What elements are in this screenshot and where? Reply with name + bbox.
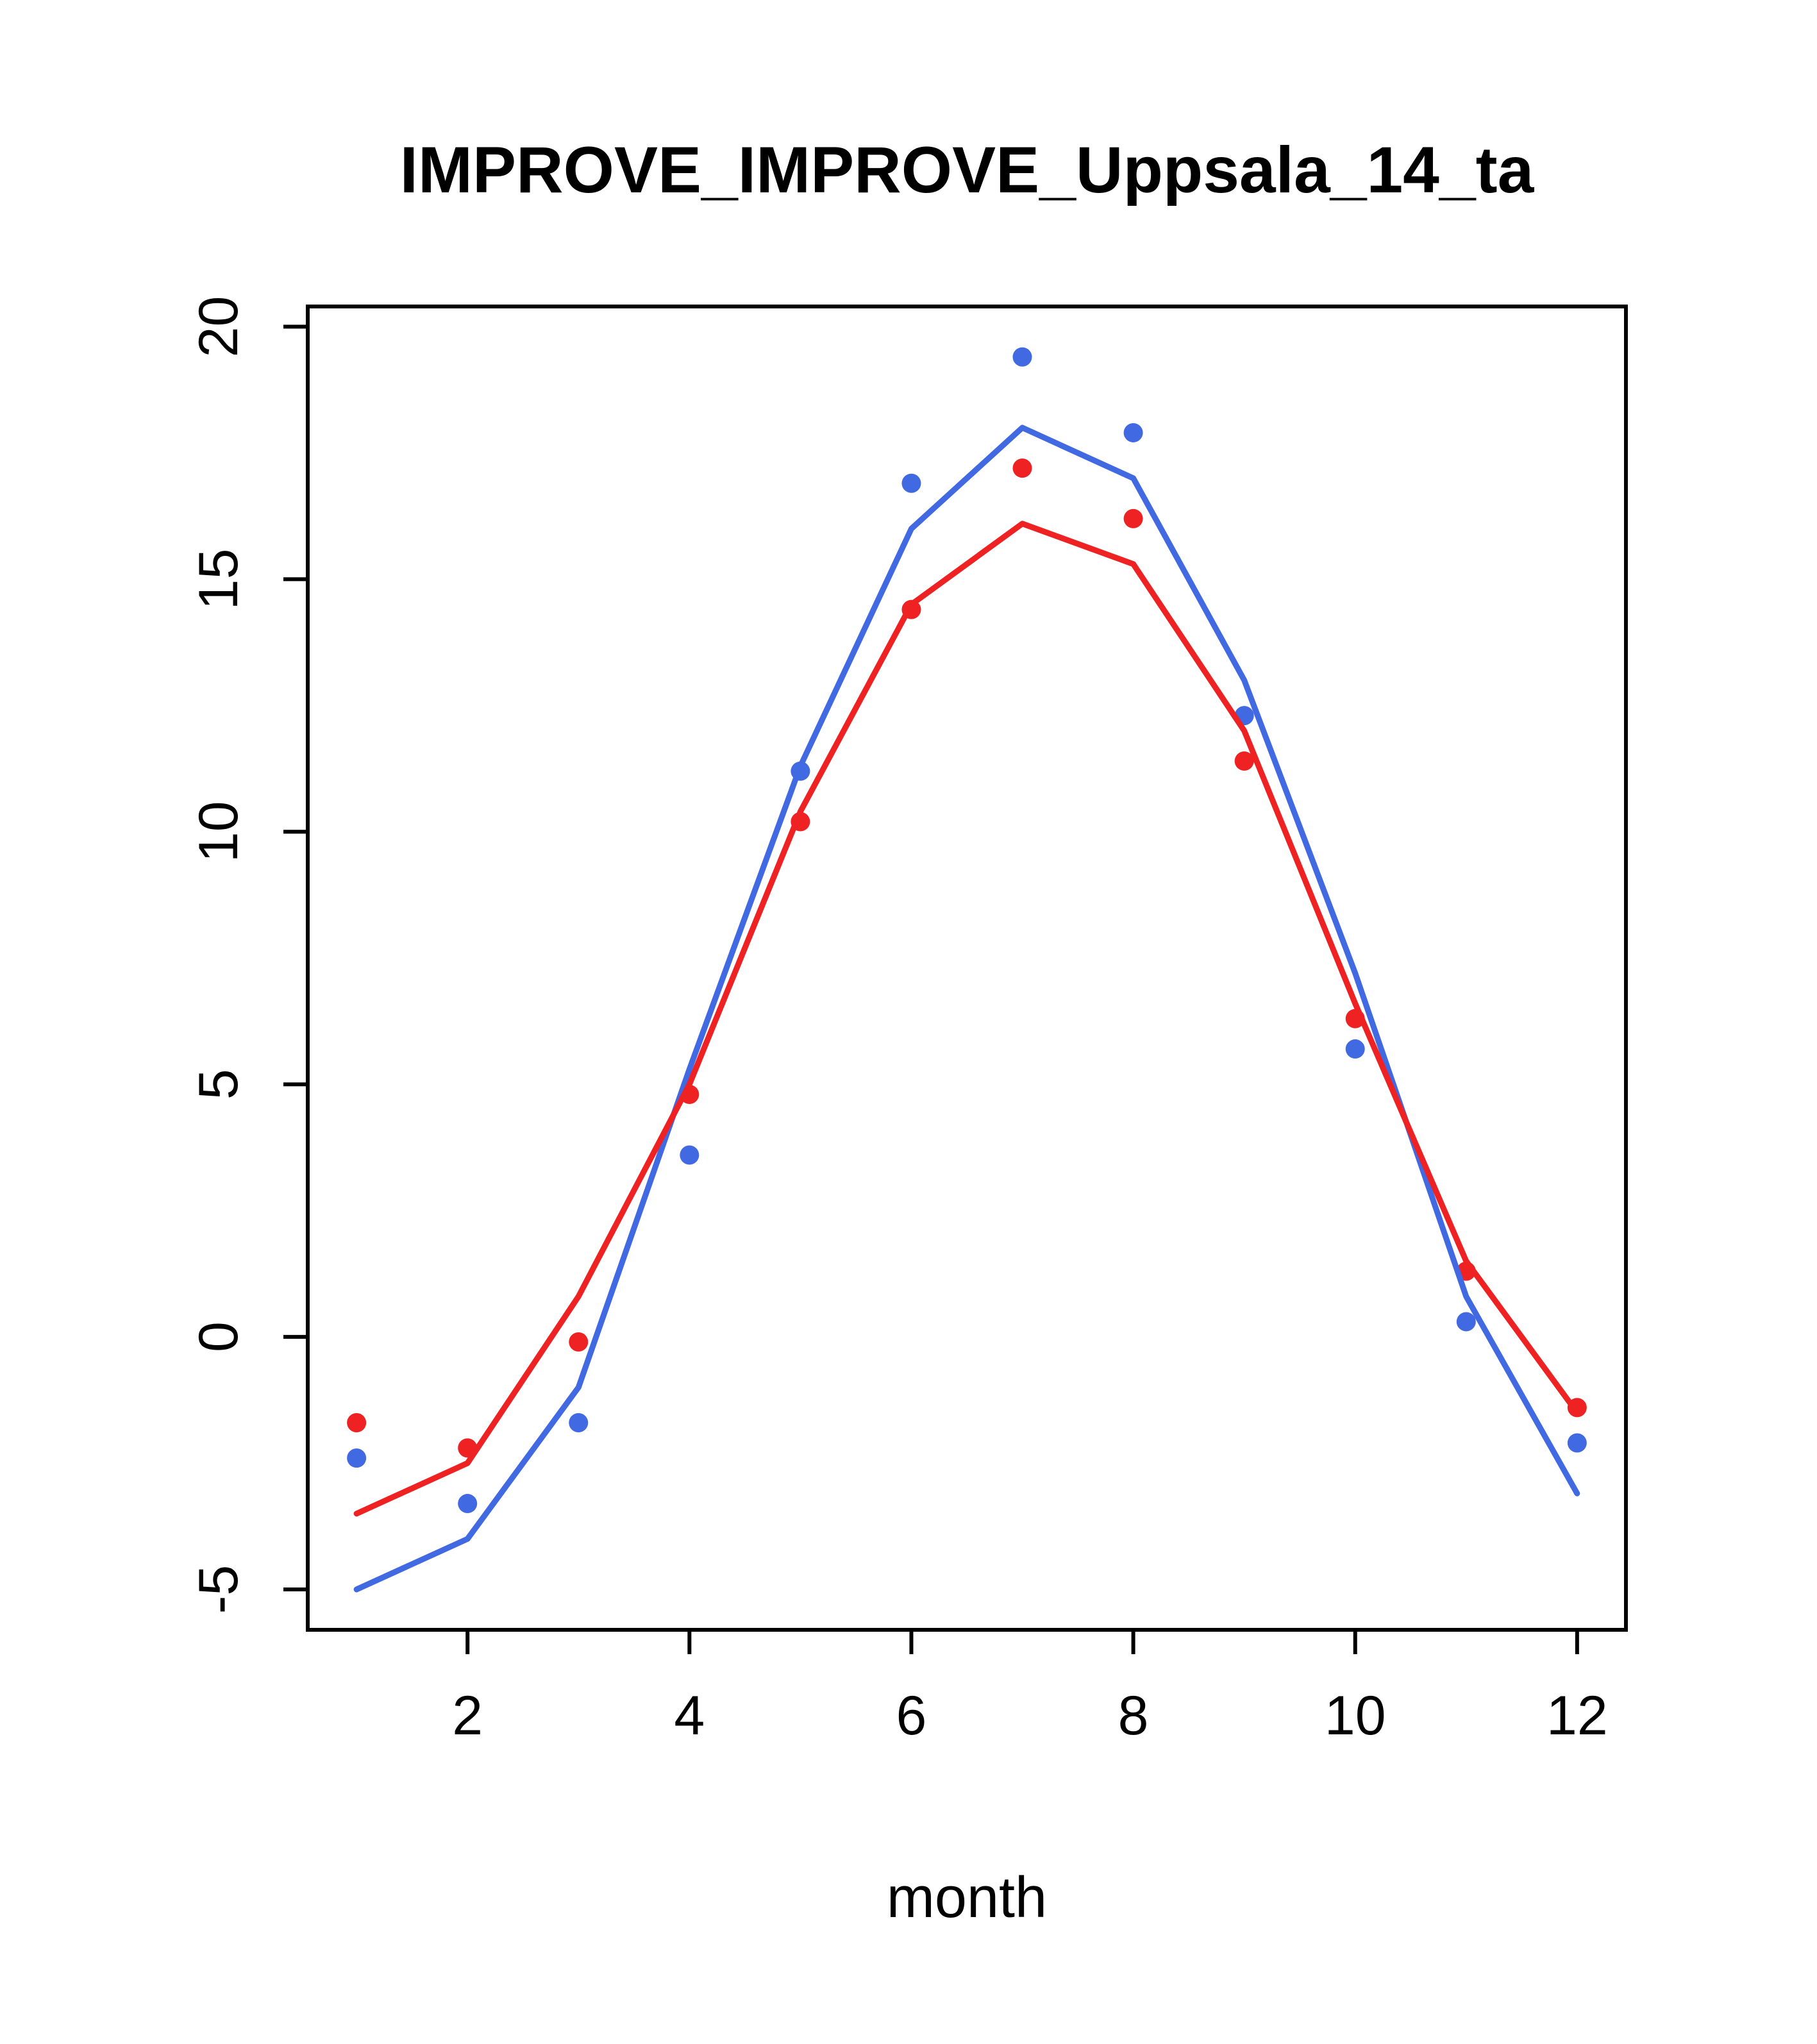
y-tick-label-15: 15 [188, 549, 249, 610]
y-tick-label--5: -5 [188, 1565, 249, 1614]
axes: 2 4 6 8 10 12 -5 0 5 10 15 20 [188, 296, 1628, 1747]
observed-blue-points-point-8 [1123, 423, 1143, 442]
plot-series [347, 347, 1587, 1593]
fitted-blue-line [353, 424, 1580, 1593]
y-tick-label-0: 0 [188, 1321, 249, 1352]
observed-red-points-point-7 [1012, 458, 1032, 478]
y-tick-label-5: 5 [188, 1069, 249, 1100]
observed-blue-points-point-6 [901, 473, 921, 493]
x-tick-label-8: 8 [1118, 1685, 1149, 1747]
observed-blue-points-point-12 [1567, 1433, 1587, 1453]
observed-red-points-point-1 [347, 1413, 367, 1433]
observed-red-points [347, 458, 1587, 1458]
observed-blue-points-point-4 [680, 1145, 699, 1165]
observed-blue-points-point-3 [569, 1413, 589, 1433]
fitted-red-line [353, 521, 1580, 1517]
y-tick-label-20: 20 [188, 296, 249, 358]
observed-red-points-point-8 [1123, 508, 1143, 528]
x-tick-label-4: 4 [674, 1685, 705, 1747]
x-tick-label-12: 12 [1546, 1685, 1608, 1747]
observed-blue-points-point-1 [347, 1448, 367, 1468]
plot-box [306, 305, 1628, 1632]
observed-blue-points-point-7 [1012, 347, 1032, 367]
x-axis-label: month [887, 1866, 1047, 1930]
y-tick-label-10: 10 [188, 801, 249, 862]
x-tick-label-10: 10 [1325, 1685, 1386, 1747]
observed-blue-points-point-10 [1345, 1039, 1365, 1059]
x-tick-label-6: 6 [896, 1685, 927, 1747]
x-tick-label-2: 2 [452, 1685, 483, 1747]
observed-blue-points-point-11 [1456, 1312, 1476, 1332]
chart-title: IMPROVE_IMPROVE_Uppsala_14_ta [400, 133, 1535, 206]
observed-blue-points [347, 347, 1587, 1514]
observed-red-points-point-3 [569, 1332, 589, 1352]
observed-red-points-point-9 [1234, 751, 1254, 771]
observed-blue-points-point-2 [458, 1494, 478, 1514]
